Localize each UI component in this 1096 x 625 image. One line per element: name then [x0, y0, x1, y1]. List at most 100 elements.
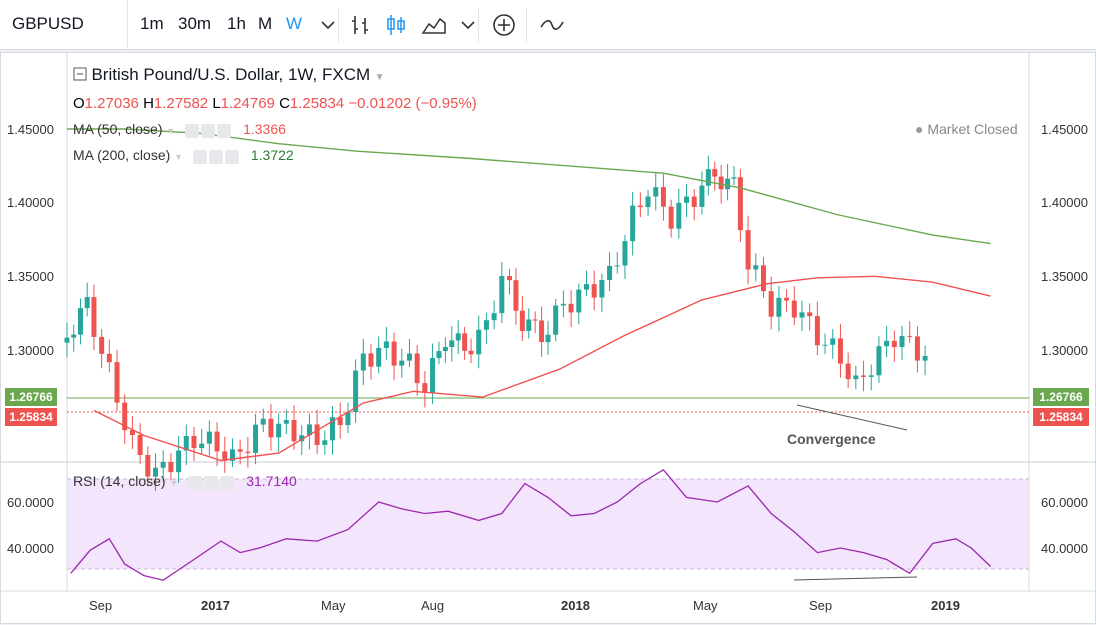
- candle-body: [753, 265, 759, 270]
- price-tick-right: 1.45000: [1041, 122, 1088, 137]
- rsi-trendline[interactable]: [793, 576, 918, 581]
- candle-body: [71, 334, 77, 338]
- indicator-buttons[interactable]: [192, 148, 241, 165]
- candle-body: [322, 440, 328, 445]
- candle-body: [599, 279, 605, 298]
- market-status: ● Market Closed: [915, 121, 1018, 137]
- chevron-down-icon[interactable]: ▼: [374, 72, 385, 83]
- candle-body: [591, 284, 597, 298]
- ma200-legend[interactable]: MA (200, close) ▼ 1.3722: [73, 147, 294, 165]
- candle-body: [532, 319, 538, 321]
- candle-body: [253, 424, 259, 453]
- candle-body: [791, 300, 797, 318]
- indicator-buttons[interactable]: [185, 122, 233, 139]
- ohlc-row: O1.27036 H1.27582 L1.24769 C1.25834 −0.0…: [73, 95, 477, 112]
- gear-icon: [204, 476, 219, 491]
- bar-style-icon[interactable]: [344, 9, 376, 41]
- candle-body: [353, 370, 359, 412]
- ma50-legend[interactable]: MA (50, close) ▼ 1.3366: [73, 121, 286, 139]
- candle-body: [91, 297, 97, 337]
- candle-body: [614, 265, 620, 267]
- candle-body: [507, 276, 513, 281]
- candle-body: [153, 467, 159, 477]
- chevron-down-icon[interactable]: ▼: [169, 478, 179, 488]
- timeframe-1m[interactable]: 1m: [140, 14, 164, 33]
- candle-body: [368, 353, 374, 367]
- timeframe-1h[interactable]: 1h: [227, 14, 246, 33]
- close-icon: [224, 150, 239, 165]
- candle-body: [455, 333, 461, 341]
- candle-body: [245, 451, 251, 453]
- candle-body: [861, 375, 867, 377]
- candle-body: [545, 334, 551, 343]
- candle-body: [160, 462, 166, 468]
- eye-icon: [185, 124, 200, 139]
- candle-body: [462, 333, 468, 351]
- chevron-down-icon[interactable]: ▼: [166, 126, 176, 136]
- candle-body: [499, 276, 505, 314]
- candle-body: [176, 450, 182, 473]
- chevron-down-icon[interactable]: [452, 9, 484, 41]
- candle-body: [476, 329, 482, 355]
- candle-style-icon[interactable]: [380, 9, 412, 41]
- candle-body: [576, 289, 582, 313]
- candle-body: [376, 347, 382, 367]
- price-tick-left: 1.35000: [7, 269, 54, 284]
- collapse-icon[interactable]: [73, 67, 87, 81]
- candle-body: [737, 177, 743, 231]
- chevron-down-icon[interactable]: [312, 9, 344, 41]
- timeframe-week[interactable]: W: [286, 14, 303, 33]
- candle-body: [383, 341, 389, 348]
- open-value: 1.27036: [84, 95, 139, 112]
- chart-container[interactable]: 1.45000 1.40000 1.35000 1.30000 1.45000 …: [0, 52, 1096, 624]
- chart-canvas[interactable]: 1.45000 1.40000 1.35000 1.30000 1.45000 …: [1, 53, 1096, 625]
- symbol-search[interactable]: GBPUSD: [0, 0, 128, 50]
- candle-body: [784, 297, 790, 301]
- candle-body: [276, 423, 282, 438]
- candle-body: [330, 417, 336, 441]
- rsi-legend[interactable]: RSI (14, close) ▼ 31.7140: [73, 473, 297, 491]
- chart-title: British Pound/U.S. Dollar, 1W, FXCM: [91, 65, 371, 84]
- time-label: 2018: [561, 598, 590, 613]
- candle-body: [799, 312, 805, 318]
- price-tick-left: 1.45000: [7, 122, 54, 137]
- candle-body: [699, 185, 705, 207]
- top-toolbar: GBPUSD 1m 30m 1h M W: [0, 0, 1096, 50]
- candle-body: [268, 418, 274, 438]
- candle-body: [712, 169, 718, 177]
- time-label: 2019: [931, 598, 960, 613]
- gear-icon: [208, 150, 223, 165]
- convergence-annotation[interactable]: Convergence: [787, 431, 876, 447]
- rsi-tick-right: 60.0000: [1041, 495, 1088, 510]
- candle-body: [637, 205, 643, 208]
- candle-body: [483, 320, 489, 330]
- time-label: Sep: [809, 598, 832, 613]
- candle-body: [291, 420, 297, 442]
- timeframe-30m[interactable]: 30m: [178, 14, 212, 33]
- candle-body: [99, 336, 105, 354]
- level-tag-right: 1.26766: [1033, 388, 1089, 406]
- add-compare-icon[interactable]: [488, 9, 520, 41]
- candle-body: [191, 435, 197, 449]
- last-price-tag-left: 1.25834: [5, 408, 57, 426]
- close-label: C: [279, 95, 290, 112]
- indicator-buttons[interactable]: [188, 474, 236, 491]
- timeframe-month[interactable]: M: [258, 14, 273, 33]
- candle-body: [845, 363, 851, 380]
- time-label: Aug: [421, 598, 444, 613]
- candle-body: [676, 202, 682, 229]
- chevron-down-icon[interactable]: ▼: [174, 152, 184, 162]
- candle-body: [468, 350, 474, 355]
- candle-body: [513, 280, 519, 311]
- candle-body: [137, 435, 143, 455]
- candle-body: [337, 417, 343, 426]
- candle-body: [299, 435, 305, 442]
- candle-body: [449, 340, 455, 348]
- low-label: L: [212, 95, 221, 112]
- price-trendline[interactable]: [796, 404, 908, 431]
- candle-body: [519, 310, 525, 331]
- area-style-icon[interactable]: [418, 9, 450, 41]
- candle-body: [822, 344, 828, 346]
- candle-body: [691, 196, 697, 207]
- indicators-icon[interactable]: [536, 9, 568, 41]
